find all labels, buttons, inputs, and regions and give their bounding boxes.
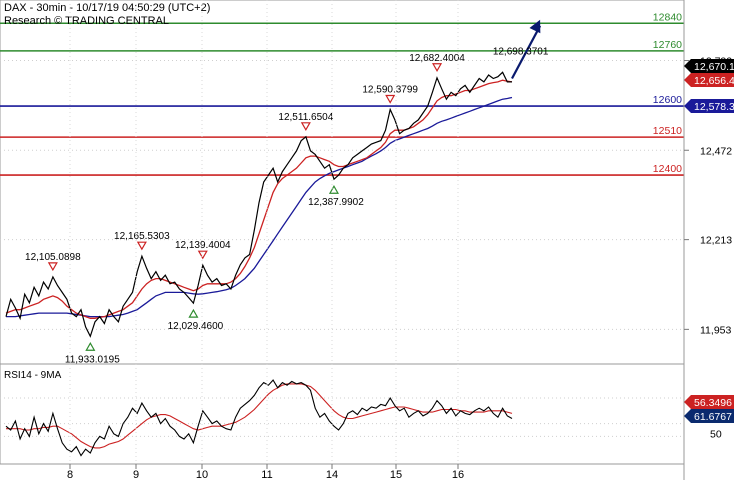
price-series-line (5, 71, 512, 338)
value-tag (684, 59, 734, 73)
x-tick-label: 8 (67, 469, 73, 480)
rsi-ma-line (6, 383, 513, 449)
pivot-low-marker (328, 185, 339, 194)
rsi-tick-label: 50 (710, 429, 722, 441)
rsi-lines (5, 379, 513, 457)
price-tick-label: 12,213 (700, 235, 732, 247)
value-tag-label: 12,670.1 (694, 61, 735, 73)
price-lines (5, 19, 542, 338)
forecast-arrow-shaft (511, 25, 542, 79)
value-tag (684, 99, 734, 113)
pivot-high-marker (136, 241, 147, 251)
pivot-high-marker (47, 262, 58, 272)
forecast-arrow-head (529, 19, 541, 34)
pivot-high-marker (300, 122, 311, 132)
red-ma-line (5, 79, 513, 319)
pivot-low-marker (85, 342, 96, 351)
level-label: 12510 (653, 125, 682, 137)
pivot-low-label: 11,933.0195 (65, 354, 120, 365)
level-label: 12400 (653, 163, 682, 175)
pivot-high-marker (432, 63, 443, 72)
value-tag (684, 73, 734, 87)
x-tick-label: 14 (326, 469, 338, 480)
level-label: 12600 (653, 94, 682, 106)
bottom-axis: 8 9 10 11 14 15 16 (0, 0, 684, 480)
x-tick-label: 16 (452, 469, 464, 480)
rsi-axis-ticks: 50 (710, 429, 722, 441)
pivot-high-label: 12,590.3799 (362, 85, 418, 96)
rsi-line (5, 379, 513, 457)
price-annotations: 12,105.0898 12,165.5303 12,139.4004 12,511.… (25, 46, 549, 365)
blue-ma-line (6, 96, 513, 318)
pivot-low-label: 12,029.4600 (168, 321, 224, 332)
value-tag-label: 12,656.4 (694, 75, 735, 87)
chart-title: DAX - 30min - 10/17/19 04:50:29 (UTC+2) (4, 2, 210, 14)
price-levels: 12840 12760 12600 12510 12400 (0, 11, 684, 176)
value-tag-label: 56.3496 (694, 397, 732, 409)
axis-value-tags: 12,670.1 12,656.4 12,578.3 56.3496 61.6767 (684, 59, 735, 423)
pivot-high-label: 12,105.0898 (25, 252, 81, 263)
price-tick-label: 11,953 (700, 324, 731, 336)
pivot-low-marker (188, 308, 199, 318)
pivot-high-label: 12,511.6504 (278, 112, 333, 123)
pivot-high-label: 12,682.4004 (409, 53, 465, 64)
rsi-title: RSI14 - 9MA (4, 370, 62, 381)
pivot-high-marker (385, 94, 396, 104)
value-tag-label: 12,578.3 (694, 101, 735, 113)
level-label: 12840 (653, 11, 682, 23)
x-axis-ticks: 8 9 10 11 14 15 16 (67, 0, 464, 480)
pivot-high-label: 12,165.5303 (114, 231, 170, 242)
x-tick-label: 11 (261, 469, 272, 480)
level-label: 12760 (653, 39, 682, 51)
chart-credit: Research © TRADING CENTRAL (4, 15, 169, 27)
value-tag (684, 395, 734, 409)
pivot-low-label: 12,387.9902 (308, 197, 364, 208)
x-tick-label: 15 (390, 469, 402, 480)
peak-label: 12,698.3701 (493, 46, 549, 57)
value-tag (684, 409, 734, 423)
pivot-high-label: 12,139.4004 (175, 240, 231, 251)
x-tick-label: 9 (133, 469, 139, 480)
value-tag-label: 61.6767 (694, 411, 732, 423)
price-tick-label: 12,472 (700, 145, 732, 157)
pivot-high-marker (197, 250, 208, 260)
x-tick-label: 10 (196, 469, 208, 480)
